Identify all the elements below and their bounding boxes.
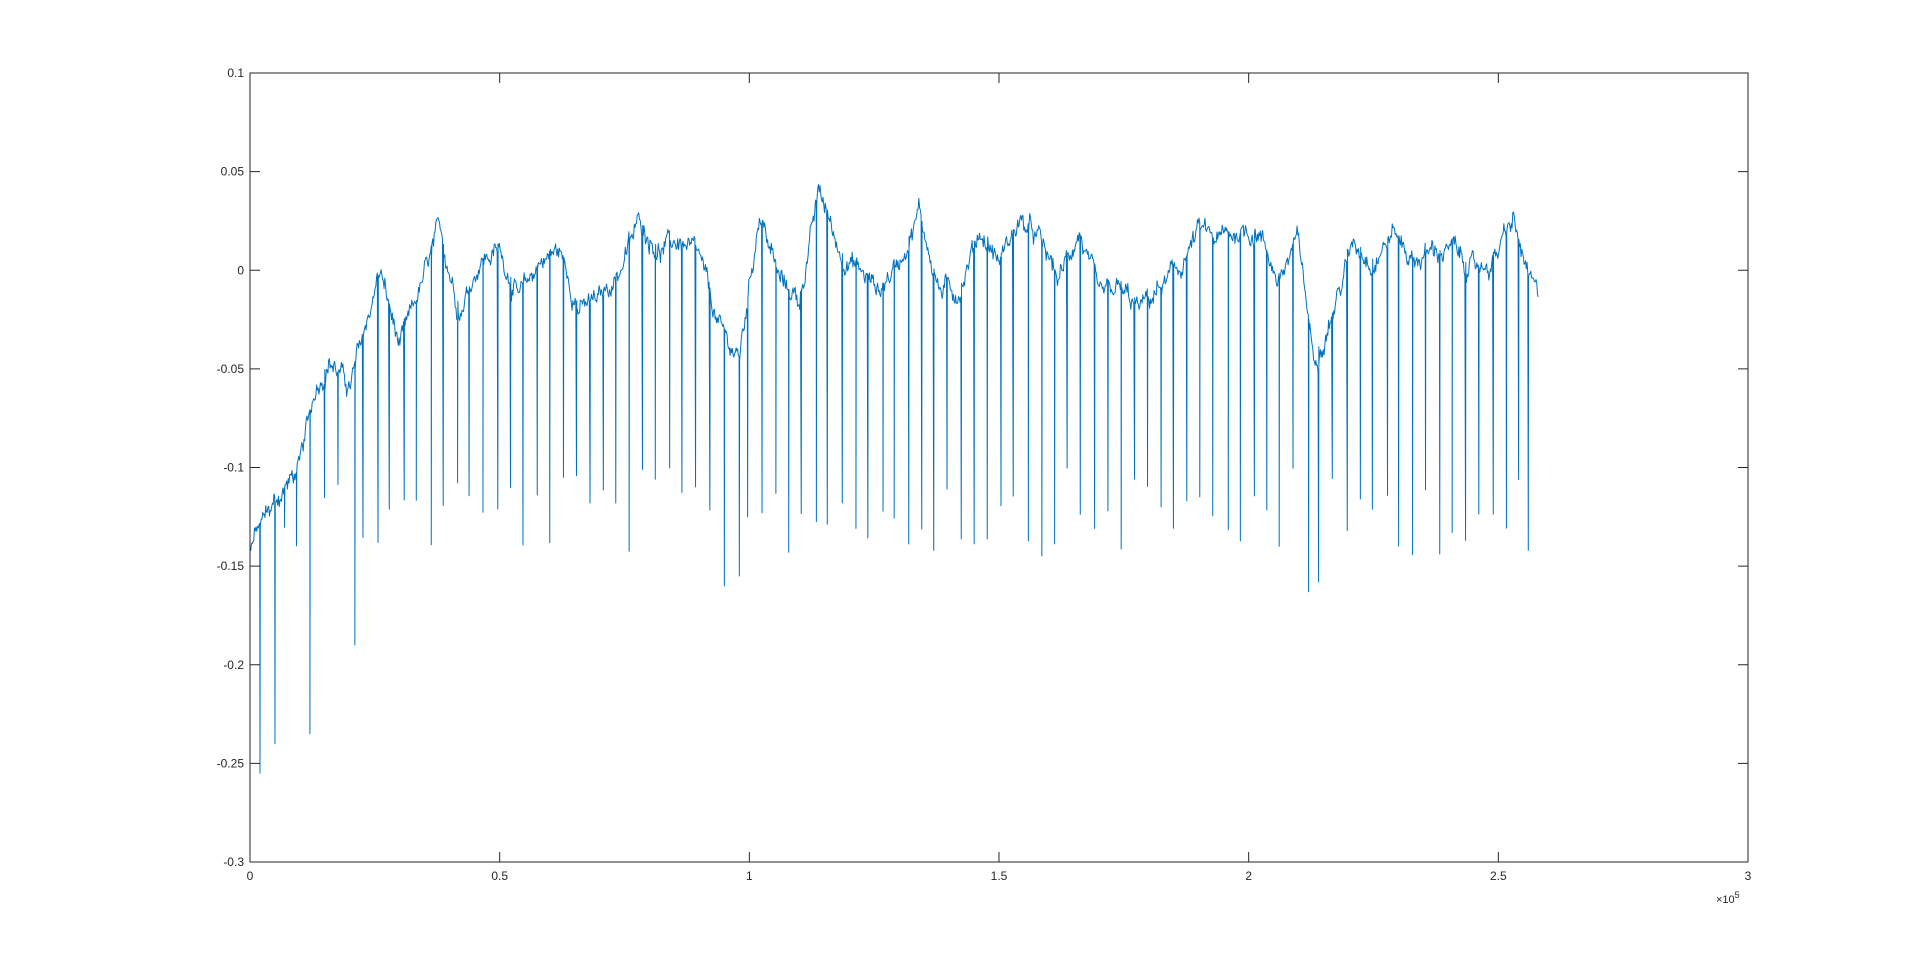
signal-series-line [249,184,1539,774]
x-exponent-label: ×105 [1716,890,1740,906]
x-exponent-base: ×10 [1716,894,1735,906]
x-tick-label: 0.5 [491,869,508,883]
y-tick-label: -0.05 [217,362,245,376]
x-axis: 0 0.5 1 1.5 2 2.5 3 [247,73,1752,883]
y-tick-label: -0.15 [217,559,245,573]
y-tick-label: 0.1 [227,66,244,80]
x-exponent-power: 5 [1735,890,1740,900]
y-tick-label: -0.1 [223,461,244,475]
x-tick-label: 1 [746,869,753,883]
y-tick-label: -0.3 [223,855,244,869]
y-tick-label: 0 [237,263,244,277]
y-tick-label: 0.05 [221,165,245,179]
x-tick-label: 1.5 [991,869,1008,883]
x-tick-label: 3 [1745,869,1752,883]
plot-area [249,184,1539,774]
y-tick-label: -0.25 [217,756,245,770]
x-tick-label: 0 [247,869,254,883]
x-tick-label: 2.5 [1490,869,1507,883]
y-tick-label: -0.2 [223,658,244,672]
axes-background [250,73,1748,862]
y-axis: 0.1 0.05 0 -0.05 -0.1 -0.15 -0.2 -0.25 -0.3 [217,66,1748,869]
x-tick-label: 2 [1245,869,1252,883]
